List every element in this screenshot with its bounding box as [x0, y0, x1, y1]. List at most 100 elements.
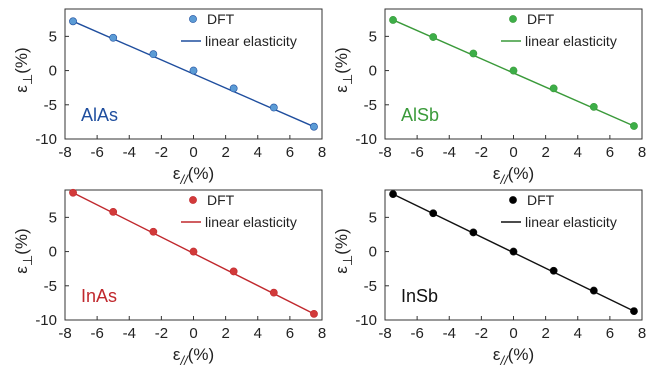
dft-point — [149, 227, 158, 236]
legend-label-dft: DFT — [527, 192, 555, 208]
y-tick-label: 5 — [49, 209, 57, 226]
y-axis-label-subscript: ⊥ — [340, 255, 355, 266]
dft-point — [229, 84, 238, 93]
x-tick-label: 6 — [606, 325, 614, 342]
y-axis-label-unit: (%) — [332, 47, 351, 73]
y-tick-label: -5 — [364, 278, 377, 295]
legend-marker-dft — [509, 196, 517, 204]
legend-marker-dft — [189, 15, 197, 23]
x-tick-label: -8 — [378, 325, 391, 342]
x-tick-label: 2 — [221, 144, 229, 161]
x-axis-label-symbol: ε — [493, 345, 501, 364]
x-axis-label-symbol: ε — [493, 164, 501, 183]
legend-marker-dft — [509, 15, 517, 23]
y-tick-label: 5 — [369, 28, 377, 45]
dft-point — [149, 50, 158, 59]
legend-label-dft: DFT — [207, 11, 235, 27]
x-tick-label: -6 — [410, 144, 423, 161]
y-axis-label-unit: (%) — [332, 228, 351, 254]
x-axis-label: ε//(%) — [493, 164, 534, 187]
x-tick-label: -2 — [155, 325, 168, 342]
dft-point — [109, 207, 118, 216]
x-tick-label: 0 — [189, 325, 197, 342]
x-axis-label-symbol: ε — [173, 345, 181, 364]
dft-point — [549, 84, 558, 93]
legend-label-linear-elasticity: linear elasticity — [205, 33, 297, 49]
y-axis-label-subscript: ⊥ — [340, 74, 355, 85]
panel-inas: -8 -6 -4 -2 0 2 4 6 8-10-505ε//(%)ε⊥(%)DFTlinear… — [12, 188, 326, 365]
panel-alsb: -8 -6 -4 -2 0 2 4 6 8-10-505ε//(%)ε⊥(%)DFTlinear… — [332, 8, 646, 187]
x-tick-label: 8 — [318, 325, 326, 342]
x-tick-label: 2 — [221, 325, 229, 342]
legend-label-dft: DFT — [207, 192, 235, 208]
x-axis-label-unit: (%) — [188, 164, 214, 183]
x-tick-label: 4 — [574, 144, 582, 161]
dft-point — [389, 16, 397, 24]
legend-label-linear-elasticity: linear elasticity — [205, 214, 297, 230]
y-axis-label-unit: (%) — [12, 47, 31, 73]
y-axis-label-subscript: ⊥ — [20, 74, 35, 85]
y-tick-label: 5 — [369, 209, 377, 226]
y-axis-label-unit: (%) — [12, 228, 31, 254]
y-tick-label: 0 — [369, 244, 377, 261]
dft-point — [189, 66, 198, 75]
dft-point — [429, 33, 438, 41]
dft-point — [469, 228, 478, 237]
panel-label: InSb — [401, 286, 438, 306]
x-tick-label: 4 — [574, 325, 582, 342]
x-tick-label: -8 — [58, 144, 71, 161]
x-tick-label: -4 — [123, 144, 136, 161]
y-tick-label: -10 — [35, 312, 57, 329]
dft-point — [269, 288, 278, 297]
x-tick-label: 8 — [638, 144, 646, 161]
dft-point — [310, 122, 318, 131]
panel-label: InAs — [81, 286, 117, 306]
x-axis-label-subscript: // — [179, 353, 189, 365]
dft-point — [69, 17, 77, 26]
dft-point — [109, 33, 118, 42]
x-axis-label-symbol: ε — [173, 164, 181, 183]
x-tick-label: -8 — [378, 144, 391, 161]
dft-point — [269, 103, 278, 112]
y-tick-label: 0 — [49, 63, 57, 80]
x-tick-label: 2 — [541, 325, 549, 342]
x-tick-label: -2 — [475, 144, 488, 161]
x-axis-label-unit: (%) — [508, 164, 534, 183]
dft-point — [389, 190, 397, 199]
x-tick-label: 6 — [286, 144, 294, 161]
y-tick-label: -5 — [364, 97, 377, 114]
dft-point — [589, 286, 598, 295]
x-axis-label: ε//(%) — [493, 345, 534, 365]
x-tick-label: -2 — [155, 144, 168, 161]
y-axis-label-subscript: ⊥ — [20, 255, 35, 266]
y-tick-label: -10 — [355, 312, 377, 329]
y-tick-label: -10 — [35, 131, 57, 148]
x-axis-label-subscript: // — [499, 353, 509, 365]
y-axis-label-symbol: ε — [332, 85, 351, 93]
panel-insb: -8 -6 -4 -2 0 2 4 6 8-10-505ε//(%)ε⊥(%)DFTlinear… — [332, 189, 646, 365]
dft-point — [509, 66, 518, 75]
dft-point — [589, 102, 598, 111]
x-tick-label: -6 — [90, 325, 103, 342]
y-tick-label: 0 — [369, 63, 377, 80]
y-axis-label: ε⊥(%) — [332, 47, 355, 92]
legend-marker-dft — [189, 196, 197, 204]
x-tick-label: 4 — [254, 325, 262, 342]
y-axis-label: ε⊥(%) — [12, 228, 35, 273]
x-tick-label: 4 — [254, 144, 262, 161]
x-axis-label-unit: (%) — [188, 345, 214, 364]
x-axis-label: ε//(%) — [173, 164, 214, 187]
x-axis-label-subscript: // — [499, 172, 509, 187]
dft-point — [229, 267, 238, 276]
x-tick-label: 8 — [638, 325, 646, 342]
x-tick-label: 6 — [286, 325, 294, 342]
x-tick-label: -4 — [443, 325, 456, 342]
x-axis-label: ε//(%) — [173, 345, 214, 365]
y-tick-label: -10 — [355, 131, 377, 148]
panel-label: AlAs — [81, 105, 118, 125]
y-tick-label: 5 — [49, 28, 57, 45]
dft-point — [469, 49, 478, 58]
x-tick-label: 2 — [541, 144, 549, 161]
y-axis-label-symbol: ε — [12, 266, 31, 274]
